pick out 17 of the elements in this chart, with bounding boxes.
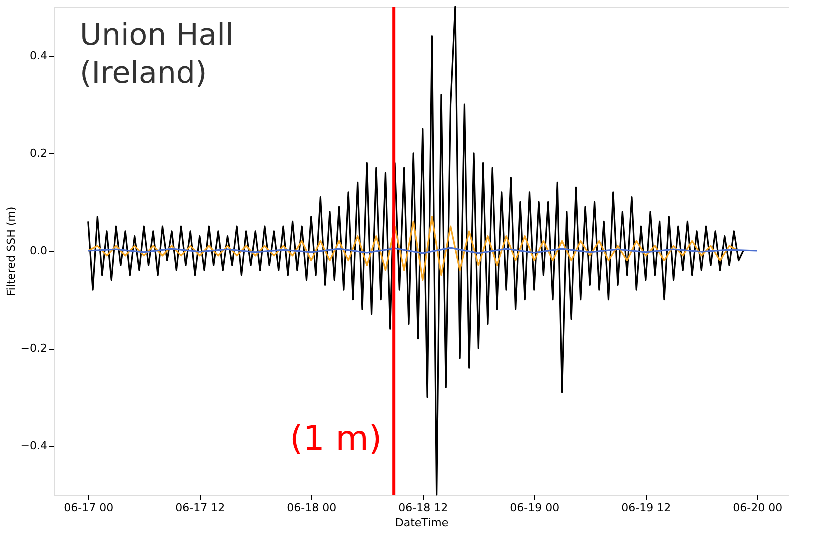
y-tick-label: −0.2	[20, 342, 48, 356]
x-tick-label: 06-18 12	[398, 502, 448, 514]
x-tick-label: 06-18 00	[287, 502, 337, 514]
y-tick-label: 0.2	[30, 146, 48, 160]
x-tick-label: 06-19 00	[510, 502, 560, 514]
annotation: Union Hall (Ireland)	[80, 18, 234, 91]
x-tick-label: 06-17 12	[176, 502, 226, 514]
y-tick-label: 0.4	[30, 49, 48, 62]
line-series	[88, 216, 740, 282]
x-tick-label: 06-20 00	[733, 502, 783, 514]
y-axis-title: Filtered SSH (m)	[4, 206, 18, 296]
y-tick-label: −0.4	[20, 440, 48, 453]
x-tick-label: 06-17 00	[64, 502, 114, 514]
y-tick-label: 0.0	[30, 244, 48, 258]
x-axis-title: DateTime	[395, 516, 449, 530]
x-tick-label: 06-19 12	[622, 502, 672, 514]
ref-line-label: (1 m)	[290, 419, 382, 459]
